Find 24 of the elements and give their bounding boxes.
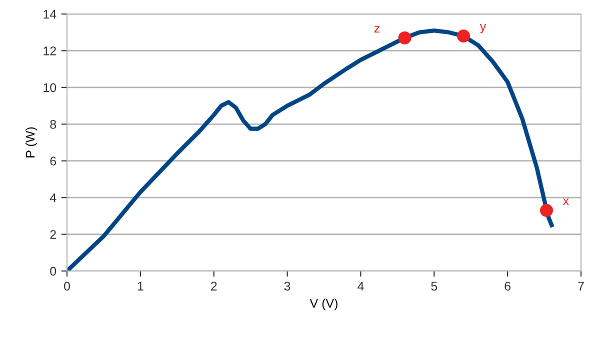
x-tick-label: 0	[64, 282, 70, 291]
annotation: x	[562, 198, 569, 206]
x-axis-title: V (V)	[310, 298, 338, 310]
y-tick-label: 0	[50, 266, 56, 276]
annotation: y	[480, 24, 486, 34]
x-tick-label: 2	[211, 282, 217, 290]
y-tick-label: 8	[50, 120, 56, 129]
x-tick-label: 6	[504, 282, 510, 291]
y-tick-label: 10	[44, 83, 56, 92]
annotation: z	[374, 26, 380, 32]
point	[540, 204, 553, 217]
y-tick-label: 6	[50, 156, 56, 166]
x-tick-label: 3	[284, 282, 290, 291]
point	[398, 31, 412, 44]
point	[457, 30, 470, 43]
x-tick-label: 5	[431, 282, 438, 291]
x-tick-label: 7	[578, 282, 584, 290]
x-tick-label: 1	[138, 282, 144, 290]
y-tick-label: 12	[44, 46, 56, 56]
y-tick-label: 4	[50, 194, 56, 202]
y-tick-label: 14	[44, 10, 56, 19]
y-axis-title: P (W)	[25, 127, 38, 158]
y-tick-label: 2	[50, 230, 56, 239]
x-tick-label: 4	[358, 282, 364, 290]
